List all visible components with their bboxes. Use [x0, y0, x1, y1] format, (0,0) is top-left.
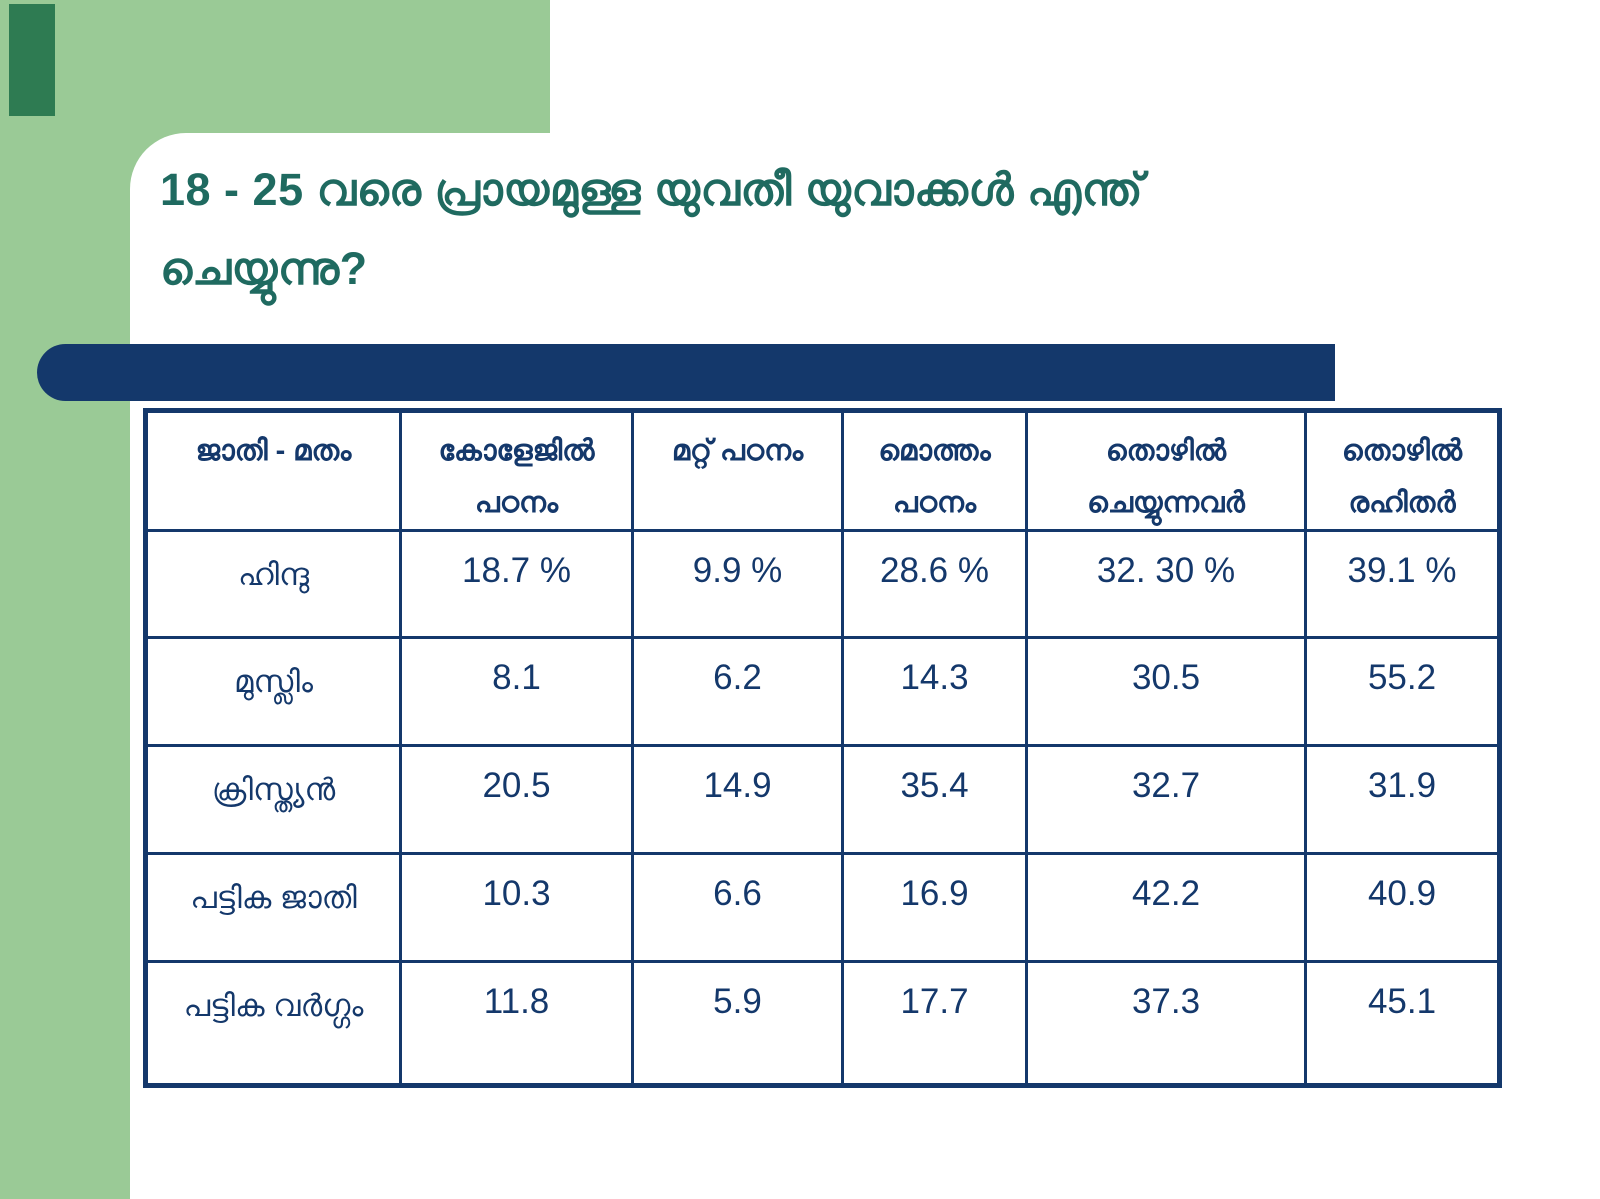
- table-cell: 5.9: [631, 960, 844, 1087]
- row-label: പട്ടിക വർഗ്ഗം: [144, 960, 402, 1087]
- table-cell: 55.2: [1304, 636, 1501, 747]
- column-header-caste-religion: ജാതി - മതം: [144, 409, 402, 532]
- table-cell: 32.7: [1025, 744, 1307, 855]
- table-cell: 14.9: [631, 744, 844, 855]
- row-label: ഹിന്ദു: [144, 529, 402, 639]
- table-cell: 30.5: [1025, 636, 1307, 747]
- table-cell: 6.6: [631, 852, 844, 963]
- table-row: ഹിന്ദു 18.7 % 9.9 % 28.6 % 32. 30 % 39.1…: [144, 529, 1501, 639]
- table-cell: 37.3: [1025, 960, 1307, 1087]
- data-table: ജാതി - മതം കോളേജിൽ പഠനം മറ്റ് പഠനം മൊത്ത…: [143, 408, 1502, 1088]
- table-row: പട്ടിക ജാതി 10.3 6.6 16.9 42.2 40.9: [144, 852, 1501, 963]
- table-cell: 14.3: [841, 636, 1028, 747]
- table-cell: 28.6 %: [841, 529, 1028, 639]
- table-cell: 9.9 %: [631, 529, 844, 639]
- table-cell: 42.2: [1025, 852, 1307, 963]
- table-cell: 20.5: [399, 744, 634, 855]
- column-header-other-study: മറ്റ് പഠനം: [631, 409, 844, 532]
- table-row: മുസ്ലിം 8.1 6.2 14.3 30.5 55.2: [144, 636, 1501, 747]
- slide-title: 18 - 25 വരെ പ്രായമുള്ള യുവതീ യുവാക്കൾ എന…: [160, 150, 1460, 308]
- column-header-employed: തൊഴിൽ ചെയ്യുന്നവർ: [1025, 409, 1307, 532]
- row-label: ക്രിസ്ത്യൻ: [144, 744, 402, 855]
- table-row: ക്രിസ്ത്യൻ 20.5 14.9 35.4 32.7 31.9: [144, 744, 1501, 855]
- slide-title-line1: 18 - 25 വരെ പ്രായമുള്ള യുവതീ യുവാക്കൾ എന…: [160, 164, 1144, 215]
- table-cell: 40.9: [1304, 852, 1501, 963]
- dark-green-accent-square: [9, 4, 55, 116]
- table-cell: 8.1: [399, 636, 634, 747]
- table-cell: 6.2: [631, 636, 844, 747]
- green-left-column-decoration: [0, 0, 130, 1199]
- row-label: മുസ്ലിം: [144, 636, 402, 747]
- column-header-unemployed: തൊഴിൽ രഹിതർ: [1304, 409, 1501, 532]
- table-cell: 32. 30 %: [1025, 529, 1307, 639]
- table-cell: 31.9: [1304, 744, 1501, 855]
- table-cell: 35.4: [841, 744, 1028, 855]
- divider-bar-decoration: [37, 344, 1335, 401]
- column-header-total-study: മൊത്തം പഠനം: [841, 409, 1028, 532]
- row-label: പട്ടിക ജാതി: [144, 852, 402, 963]
- slide-title-line2: ചെയ്യുന്നു?: [160, 243, 368, 294]
- table-cell: 10.3: [399, 852, 634, 963]
- table-row: പട്ടിക വർഗ്ഗം 11.8 5.9 17.7 37.3 45.1: [144, 960, 1501, 1087]
- table-cell: 45.1: [1304, 960, 1501, 1087]
- table-cell: 11.8: [399, 960, 634, 1087]
- column-header-college-study: കോളേജിൽ പഠനം: [399, 409, 634, 532]
- table-cell: 17.7: [841, 960, 1028, 1087]
- table-cell: 16.9: [841, 852, 1028, 963]
- table-cell: 39.1 %: [1304, 529, 1501, 639]
- table-header-row: ജാതി - മതം കോളേജിൽ പഠനം മറ്റ് പഠനം മൊത്ത…: [144, 409, 1501, 532]
- table-cell: 18.7 %: [399, 529, 634, 639]
